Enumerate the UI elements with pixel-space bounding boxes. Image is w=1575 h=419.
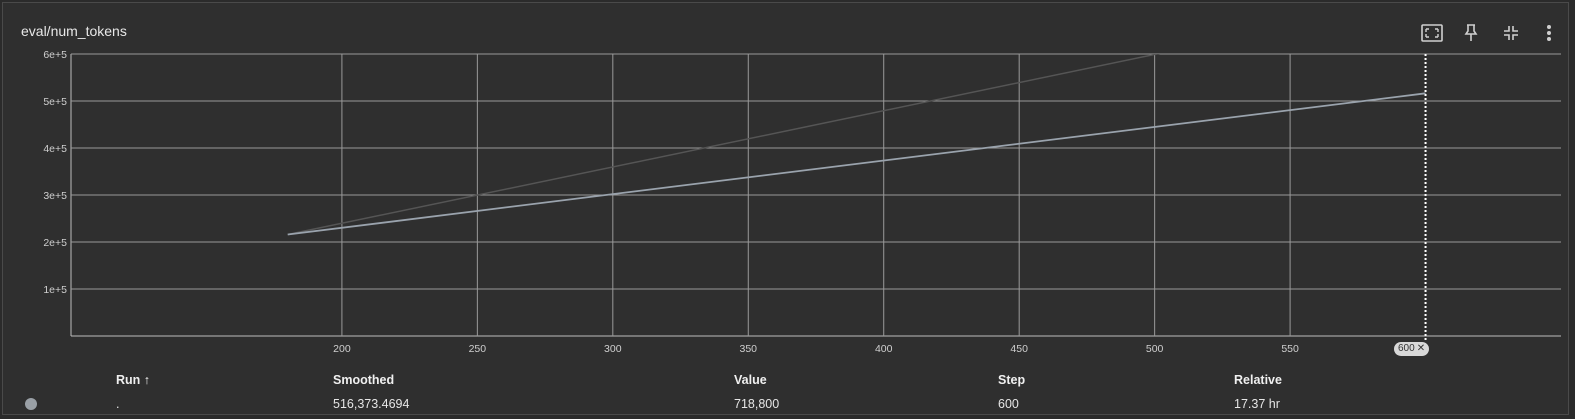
hover-step-chip[interactable]: 600 ✕	[1394, 342, 1430, 356]
x-tick-label: 550	[1281, 343, 1299, 355]
close-icon[interactable]: ✕	[1416, 343, 1426, 354]
x-tick-label: 200	[333, 343, 351, 355]
smoothed-series-line	[287, 92, 1426, 236]
x-tick-label: 300	[604, 343, 622, 355]
pin-icon	[1464, 24, 1478, 41]
y-tick-label: 3e+5	[43, 190, 67, 202]
more-vert-icon	[1547, 25, 1551, 41]
runs-table: Run ↑ Smoothed Value Step Relative . 516…	[3, 367, 1568, 416]
x-tick-label: 400	[875, 343, 893, 355]
header-relative[interactable]: Relative	[1234, 373, 1282, 387]
x-tick-label: 350	[740, 343, 758, 355]
cell-smoothed: 516,373.4694	[333, 397, 410, 411]
y-tick-label: 6e+5	[43, 49, 67, 61]
header-run[interactable]: Run ↑	[116, 373, 151, 387]
pin-button[interactable]	[1455, 17, 1487, 49]
x-tick-label: 450	[1010, 343, 1028, 355]
cell-value: 718,800	[734, 397, 780, 411]
fit-domain-icon	[1421, 24, 1443, 42]
more-options-button[interactable]	[1533, 17, 1565, 49]
cell-relative: 17.37 hr	[1234, 397, 1280, 411]
header-step[interactable]: Step	[998, 373, 1026, 387]
collapse-icon	[1504, 26, 1518, 40]
cell-step: 600	[998, 397, 1019, 411]
hover-step-label: 600	[1398, 343, 1415, 354]
x-tick-label: 250	[469, 343, 487, 355]
collapse-button[interactable]	[1495, 17, 1527, 49]
header-value[interactable]: Value	[734, 373, 767, 387]
card-title: eval/num_tokens	[21, 23, 127, 39]
raw-series-line	[287, 54, 1161, 236]
y-tick-label: 1e+5	[43, 284, 67, 296]
y-tick-label: 2e+5	[43, 237, 67, 249]
line-chart[interactable]: 200 250 300 350 400 450 500 550 1e+5 2e+5 3e+5 4e+5…	[3, 3, 1568, 363]
header-smoothed[interactable]: Smoothed	[333, 373, 395, 387]
y-tick-label: 4e+5	[43, 143, 67, 155]
cell-run: .	[116, 397, 120, 411]
run-color-dot	[25, 398, 37, 410]
fit-domain-button[interactable]	[1416, 17, 1448, 49]
y-tick-label: 5e+5	[43, 96, 67, 108]
x-tick-label: 500	[1146, 343, 1164, 355]
